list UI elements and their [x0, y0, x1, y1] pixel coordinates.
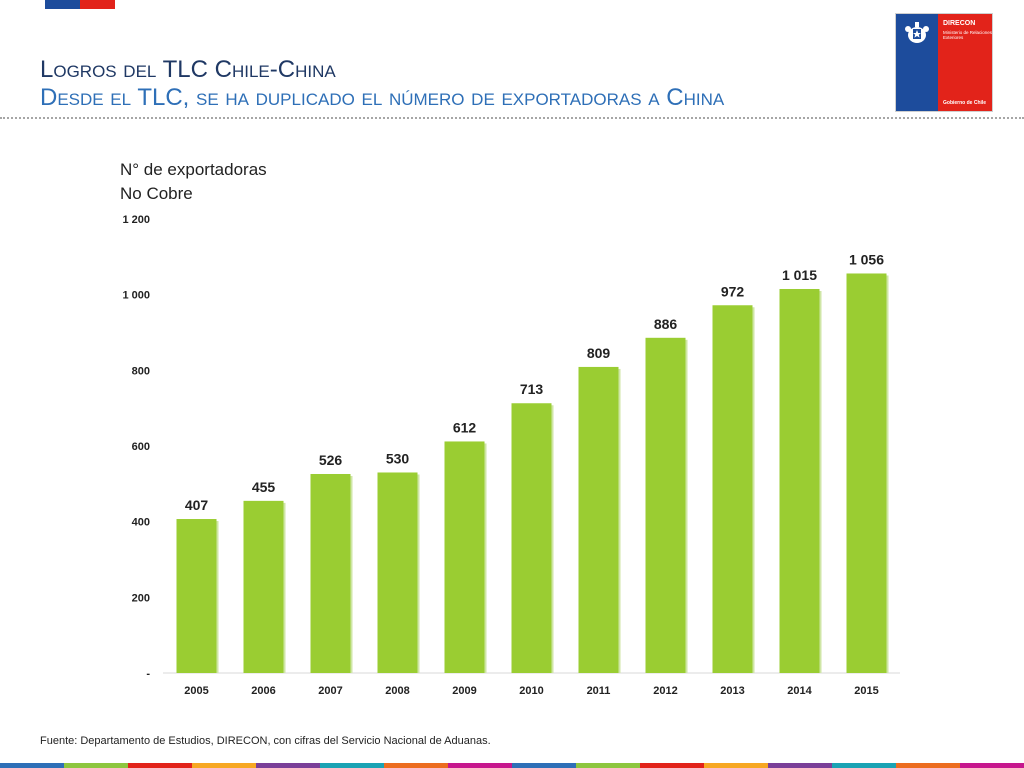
strip-segment: [192, 763, 256, 768]
strip-segment: [576, 763, 640, 768]
y-tick-label: -: [146, 668, 150, 680]
x-tick-label: 2005: [184, 685, 208, 697]
source-footnote: Fuente: Departamento de Estudios, DIRECO…: [40, 735, 491, 747]
x-tick-label: 2006: [251, 685, 275, 697]
logo-org-name: DIRECON: [943, 20, 976, 27]
bar-shadow: [417, 474, 420, 673]
bar-shadow: [283, 502, 286, 673]
x-tick-label: 2007: [318, 685, 342, 697]
coat-of-arms-icon: [905, 22, 929, 43]
x-tick-label: 2009: [452, 685, 476, 697]
strip-segment: [128, 763, 192, 768]
y-tick-label: 1 000: [122, 290, 150, 302]
data-label: 526: [319, 452, 343, 468]
direcon-logo: DIRECON Ministerio de Relaciones Exterio…: [895, 13, 993, 112]
strip-segment: [64, 763, 128, 768]
bar-shadow: [350, 475, 353, 673]
data-label: 612: [453, 419, 477, 435]
bar-shadow: [819, 290, 822, 673]
logo-blue-panel: [896, 14, 938, 111]
x-tick-label: 2014: [787, 685, 812, 697]
strip-segment: [640, 763, 704, 768]
strip-segment: [832, 763, 896, 768]
header-divider: [0, 117, 1024, 119]
bar-shadow: [886, 275, 889, 673]
bar-shadow: [685, 339, 688, 673]
bar: [444, 441, 485, 673]
x-tick-label: 2013: [720, 685, 744, 697]
bar: [310, 473, 351, 673]
data-label: 530: [386, 450, 410, 466]
page-title: Logros del TLC Chile-China: [40, 56, 336, 83]
title-block: Logros del TLC Chile-China Desde el TLC,…: [40, 56, 724, 112]
top-flag-blue: [45, 0, 80, 9]
data-label: 809: [587, 345, 611, 361]
top-flag-red: [80, 0, 115, 9]
bar: [176, 519, 217, 673]
bar: [578, 366, 619, 673]
logo-org-subtitle: Ministerio de Relaciones Exteriores: [943, 30, 993, 40]
strip-segment: [960, 763, 1024, 768]
data-label: 1 056: [849, 251, 884, 267]
bar-shadow: [551, 405, 554, 673]
data-label: 886: [654, 316, 678, 332]
chart-title-line2: No Cobre: [120, 184, 193, 203]
chart-title-line1: N° de exportadoras: [120, 160, 267, 179]
y-tick-label: 800: [132, 365, 150, 377]
strip-segment: [0, 763, 64, 768]
x-tick-label: 2015: [854, 685, 878, 697]
page-subtitle: Desde el TLC, se ha duplicado el número …: [40, 84, 725, 111]
y-tick-label: 600: [132, 441, 150, 453]
x-tick-label: 2010: [519, 685, 543, 697]
strip-segment: [256, 763, 320, 768]
bar: [645, 337, 686, 673]
data-label: 713: [520, 381, 544, 397]
bar: [846, 273, 887, 673]
strip-segment: [384, 763, 448, 768]
x-tick-label: 2011: [587, 685, 611, 697]
top-flag-decoration: [45, 0, 115, 9]
strip-segment: [448, 763, 512, 768]
logo-government: Gobierno de Chile: [943, 100, 987, 106]
bar: [377, 472, 418, 673]
x-tick-label: 2012: [653, 685, 677, 697]
bar-shadow: [618, 368, 621, 673]
strip-segment: [896, 763, 960, 768]
strip-segment: [768, 763, 832, 768]
bar-shadow: [216, 521, 219, 673]
data-label: 455: [252, 479, 276, 495]
bar-shadow: [752, 307, 755, 673]
chart-title: N° de exportadoras No Cobre: [120, 158, 267, 206]
data-label: 1 015: [782, 267, 817, 283]
y-tick-label: 1 200: [122, 214, 150, 226]
strip-segment: [320, 763, 384, 768]
bottom-color-strip: [0, 763, 1024, 768]
data-label: 972: [721, 283, 745, 299]
bar: [511, 403, 552, 673]
data-label: 407: [185, 497, 209, 513]
bar: [712, 305, 753, 673]
bar: [779, 288, 820, 673]
bar: [243, 500, 284, 673]
strip-segment: [512, 763, 576, 768]
logo-red-panel: DIRECON Ministerio de Relaciones Exterio…: [938, 14, 992, 111]
x-tick-label: 2008: [385, 685, 409, 697]
y-tick-label: 200: [132, 592, 150, 604]
strip-segment: [704, 763, 768, 768]
y-tick-label: 400: [132, 517, 150, 529]
bar-shadow: [484, 443, 487, 673]
